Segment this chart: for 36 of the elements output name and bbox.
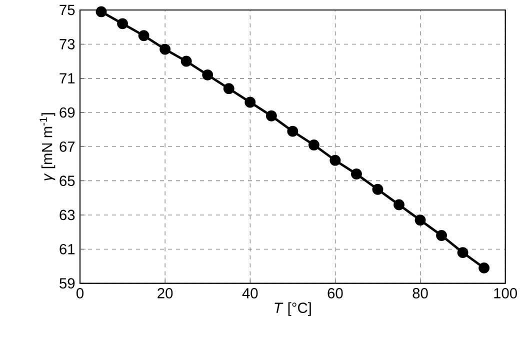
point bbox=[266, 110, 277, 122]
point bbox=[308, 139, 320, 150]
point bbox=[372, 184, 384, 195]
point bbox=[202, 69, 214, 80]
x-tick-label: 0 bbox=[76, 288, 84, 298]
point bbox=[351, 168, 362, 180]
point bbox=[223, 83, 234, 94]
point bbox=[287, 126, 298, 137]
point bbox=[96, 6, 107, 18]
point bbox=[244, 96, 256, 108]
x-tick-label: 20 bbox=[158, 288, 173, 298]
y-tick-label: 75 bbox=[60, 4, 75, 16]
y-tick-label: 63 bbox=[60, 210, 75, 220]
point bbox=[117, 18, 128, 30]
point bbox=[330, 154, 341, 166]
point bbox=[138, 30, 150, 42]
y-tick-label: 67 bbox=[60, 141, 75, 152]
point bbox=[160, 44, 171, 55]
y-tick-label: 61 bbox=[60, 244, 75, 254]
point bbox=[436, 230, 447, 241]
x-tick-label: 40 bbox=[242, 288, 258, 298]
y-tick-label: 65 bbox=[60, 176, 75, 186]
y-tick-label: 73 bbox=[60, 38, 75, 50]
x-tick-label: 80 bbox=[412, 288, 428, 298]
y-axis-title: γ [mN m$^{-1}$] bbox=[40, 113, 56, 180]
y-tick-label: 69 bbox=[60, 107, 75, 118]
x-tick-label: 60 bbox=[328, 288, 343, 298]
point bbox=[478, 262, 490, 274]
y-tick-label: 71 bbox=[60, 73, 75, 84]
point bbox=[414, 214, 426, 226]
x-axis-title: T [°C] bbox=[274, 302, 311, 316]
point bbox=[457, 247, 468, 258]
point bbox=[180, 56, 192, 67]
x-tick-label: 100 bbox=[494, 288, 517, 298]
point bbox=[394, 199, 404, 210]
y-tick-label: 59 bbox=[60, 278, 75, 289]
